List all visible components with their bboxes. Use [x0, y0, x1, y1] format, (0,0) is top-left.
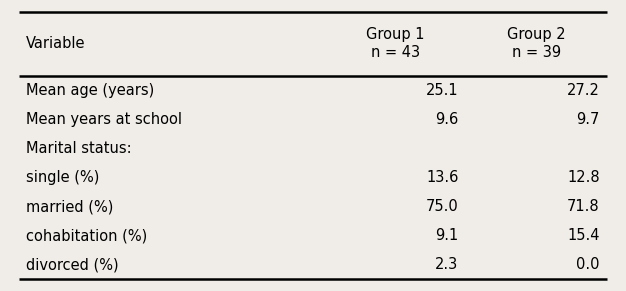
- Text: 9.1: 9.1: [435, 228, 458, 243]
- Text: Marital status:: Marital status:: [26, 141, 132, 156]
- Text: 15.4: 15.4: [567, 228, 600, 243]
- Text: Group 2
n = 39: Group 2 n = 39: [507, 27, 566, 61]
- Text: married (%): married (%): [26, 199, 114, 214]
- Text: cohabitation (%): cohabitation (%): [26, 228, 148, 243]
- Text: Group 1
n = 43: Group 1 n = 43: [366, 27, 424, 61]
- Text: 9.7: 9.7: [577, 112, 600, 127]
- Text: single (%): single (%): [26, 170, 100, 185]
- Text: divorced (%): divorced (%): [26, 257, 119, 272]
- Text: Variable: Variable: [26, 36, 86, 51]
- Text: 2.3: 2.3: [435, 257, 458, 272]
- Text: Mean years at school: Mean years at school: [26, 112, 182, 127]
- Text: 25.1: 25.1: [426, 83, 458, 98]
- Text: 9.6: 9.6: [435, 112, 458, 127]
- Text: 0.0: 0.0: [576, 257, 600, 272]
- Text: 71.8: 71.8: [567, 199, 600, 214]
- Text: 75.0: 75.0: [426, 199, 458, 214]
- Text: 12.8: 12.8: [567, 170, 600, 185]
- Text: 13.6: 13.6: [426, 170, 458, 185]
- Text: Mean age (years): Mean age (years): [26, 83, 155, 98]
- Text: 27.2: 27.2: [567, 83, 600, 98]
